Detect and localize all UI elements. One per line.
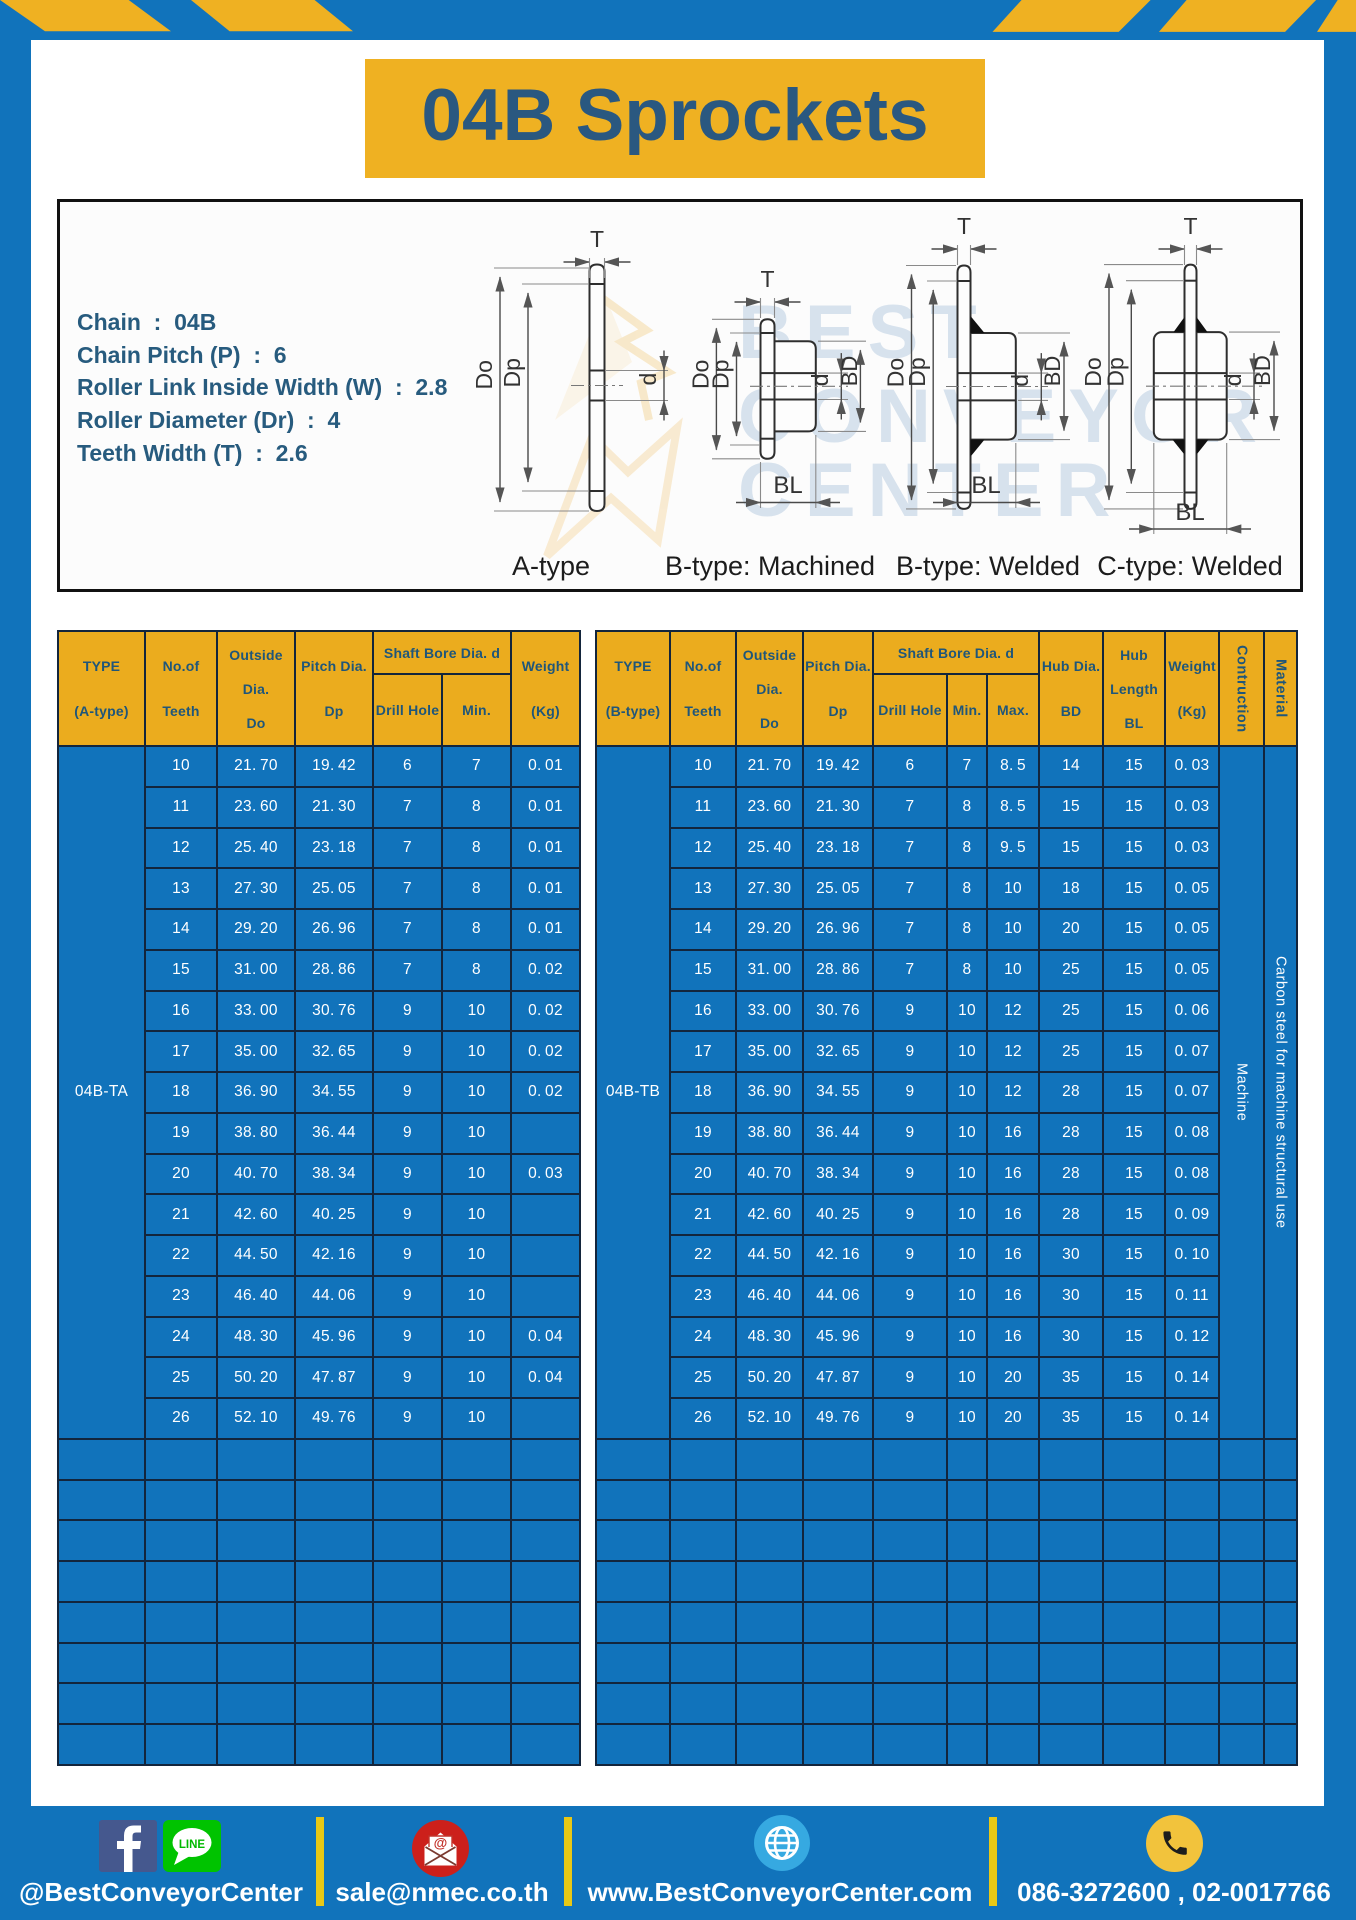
svg-text:LINE: LINE: [179, 1839, 206, 1851]
svg-text:@: @: [434, 1835, 448, 1851]
